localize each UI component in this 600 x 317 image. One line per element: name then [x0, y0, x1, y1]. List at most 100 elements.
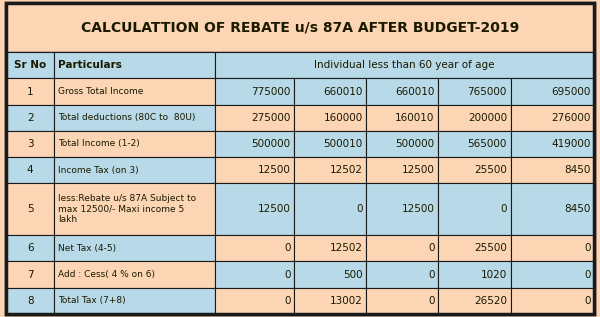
Text: 8450: 8450 — [564, 204, 590, 214]
Bar — [6, 262, 54, 288]
Text: Total deductions (80C to  80U): Total deductions (80C to 80U) — [58, 113, 195, 122]
Bar — [367, 131, 438, 157]
Text: 200000: 200000 — [468, 113, 507, 123]
Bar — [294, 235, 367, 262]
Text: Add : Cess( 4 % on 6): Add : Cess( 4 % on 6) — [58, 270, 155, 279]
Bar — [438, 105, 511, 131]
Bar — [367, 183, 438, 235]
Bar — [438, 288, 511, 314]
Bar — [367, 78, 438, 105]
Text: 12502: 12502 — [330, 243, 363, 253]
Text: Income Tax (on 3): Income Tax (on 3) — [58, 165, 139, 175]
Bar — [215, 262, 294, 288]
Text: 160010: 160010 — [395, 113, 434, 123]
Bar — [6, 52, 54, 78]
Text: 0: 0 — [428, 296, 434, 306]
Bar — [215, 183, 294, 235]
Bar — [511, 78, 594, 105]
Text: 4: 4 — [27, 165, 34, 175]
Text: 660010: 660010 — [395, 87, 434, 97]
Bar — [6, 157, 54, 183]
Text: 6: 6 — [27, 243, 34, 253]
Text: 7: 7 — [27, 269, 34, 280]
Text: 565000: 565000 — [467, 139, 507, 149]
Bar — [215, 105, 294, 131]
Bar — [367, 235, 438, 262]
Bar — [54, 157, 215, 183]
Text: 3: 3 — [27, 139, 34, 149]
Text: 8: 8 — [27, 296, 34, 306]
Text: 775000: 775000 — [251, 87, 290, 97]
Bar — [215, 288, 294, 314]
Bar — [215, 52, 594, 78]
Bar — [54, 183, 215, 235]
Text: 0: 0 — [356, 204, 363, 214]
Text: 0: 0 — [428, 243, 434, 253]
Text: 0: 0 — [584, 269, 590, 280]
Text: 12502: 12502 — [330, 165, 363, 175]
Text: 765000: 765000 — [467, 87, 507, 97]
Text: 1: 1 — [27, 87, 34, 97]
Text: 25500: 25500 — [474, 165, 507, 175]
Bar — [367, 288, 438, 314]
Bar — [511, 183, 594, 235]
Text: 695000: 695000 — [551, 87, 590, 97]
Text: 500000: 500000 — [395, 139, 434, 149]
Text: 0: 0 — [284, 296, 290, 306]
Bar — [511, 262, 594, 288]
Bar — [438, 235, 511, 262]
Bar — [54, 105, 215, 131]
Bar — [215, 157, 294, 183]
Bar — [54, 262, 215, 288]
Bar — [511, 235, 594, 262]
Bar — [367, 157, 438, 183]
Text: Individual less than 60 year of age: Individual less than 60 year of age — [314, 60, 494, 70]
Bar — [438, 78, 511, 105]
Bar — [215, 78, 294, 105]
Bar — [54, 288, 215, 314]
Bar — [367, 105, 438, 131]
Text: 160000: 160000 — [323, 113, 363, 123]
Text: 0: 0 — [584, 296, 590, 306]
Text: less:Rebate u/s 87A Subject to
max 12500/- Maxi income 5
lakh: less:Rebate u/s 87A Subject to max 12500… — [58, 194, 196, 224]
Text: 5: 5 — [27, 204, 34, 214]
Text: Gross Total Income: Gross Total Income — [58, 87, 143, 96]
Text: CALCULATTION OF REBATE u/s 87A AFTER BUDGET-2019: CALCULATTION OF REBATE u/s 87A AFTER BUD… — [81, 21, 519, 35]
Bar — [6, 288, 54, 314]
Bar — [294, 78, 367, 105]
Text: 276000: 276000 — [551, 113, 590, 123]
Bar — [294, 183, 367, 235]
Text: 12500: 12500 — [257, 165, 290, 175]
Bar — [54, 52, 215, 78]
Bar — [54, 235, 215, 262]
Text: 12500: 12500 — [402, 165, 434, 175]
Bar — [294, 131, 367, 157]
Text: 0: 0 — [284, 243, 290, 253]
Text: 500010: 500010 — [323, 139, 363, 149]
Text: 419000: 419000 — [551, 139, 590, 149]
Bar — [215, 235, 294, 262]
Bar — [6, 235, 54, 262]
Text: 2: 2 — [27, 113, 34, 123]
Bar — [438, 157, 511, 183]
Text: 13002: 13002 — [330, 296, 363, 306]
Text: 1020: 1020 — [481, 269, 507, 280]
Text: 500: 500 — [343, 269, 363, 280]
Text: 0: 0 — [284, 269, 290, 280]
Text: Total Tax (7+8): Total Tax (7+8) — [58, 296, 125, 305]
Bar — [511, 131, 594, 157]
Bar — [6, 105, 54, 131]
Text: Total Income (1-2): Total Income (1-2) — [58, 139, 140, 148]
Bar — [367, 262, 438, 288]
Bar — [294, 157, 367, 183]
Bar — [6, 131, 54, 157]
Bar — [6, 183, 54, 235]
Text: 25500: 25500 — [474, 243, 507, 253]
Bar — [6, 78, 54, 105]
Bar — [511, 288, 594, 314]
Text: 12500: 12500 — [257, 204, 290, 214]
Text: 275000: 275000 — [251, 113, 290, 123]
Text: 8450: 8450 — [564, 165, 590, 175]
Text: Net Tax (4-5): Net Tax (4-5) — [58, 244, 116, 253]
Bar — [511, 157, 594, 183]
